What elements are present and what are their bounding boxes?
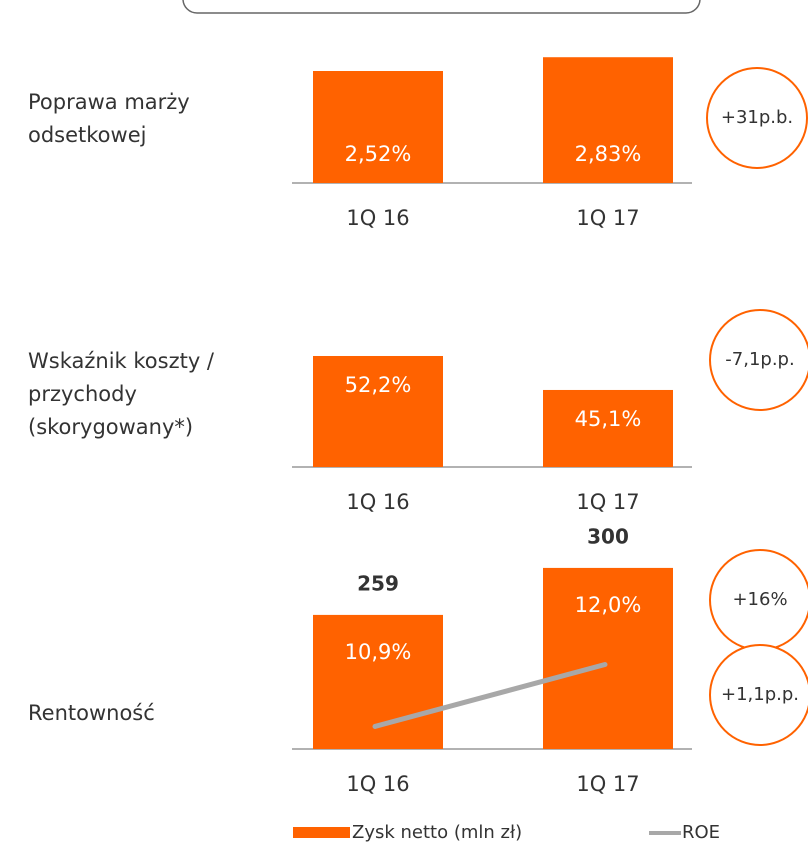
x-tick-label: 1Q 16: [346, 772, 409, 796]
x-tick-label: 1Q 16: [346, 206, 409, 230]
bar-label: 2,83%: [575, 142, 642, 166]
legend-label: Zysk netto (mln zł): [352, 822, 522, 843]
chart-title: Rentowność: [28, 701, 155, 725]
x-tick-label: 1Q 16: [346, 490, 409, 514]
legend-swatch: [293, 827, 350, 838]
badge-label: +1,1p.p.: [721, 684, 799, 705]
badge: [706, 67, 808, 169]
bar-label: 45,1%: [575, 407, 642, 431]
bar-label: 2,52%: [345, 142, 412, 166]
legend-label: ROE: [682, 822, 720, 843]
roe-label: 12,0%: [575, 593, 642, 617]
x-tick-label: 1Q 17: [576, 772, 639, 796]
chart-title: Poprawa marży odsetkowej: [28, 90, 190, 147]
badge: [709, 644, 808, 746]
x-tick-label: 1Q 17: [576, 206, 639, 230]
badge-label: +16%: [732, 589, 787, 610]
x-tick-label: 1Q 17: [576, 490, 639, 514]
bar: [313, 355, 443, 467]
chart-title: Wskaźnik koszty / przychody (skorygowany…: [28, 349, 215, 439]
badge-label: +31p.b.: [721, 107, 793, 128]
bar: [543, 57, 673, 183]
bar-label: 52,2%: [345, 373, 412, 397]
bar: [313, 614, 443, 749]
top-box: [182, 0, 701, 14]
bar: [313, 71, 443, 183]
badge-label: -7,1p.p.: [725, 349, 794, 370]
bar: [543, 567, 673, 749]
roe-line: [372, 661, 608, 729]
roe-label: 10,9%: [345, 640, 412, 664]
bar-value: 259: [357, 571, 399, 595]
bar-value: 300: [587, 524, 629, 548]
badge: [709, 309, 808, 411]
bar: [543, 389, 673, 467]
